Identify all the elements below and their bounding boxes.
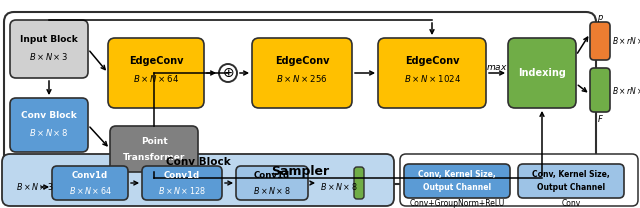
Text: Conv Block: Conv Block: [166, 157, 230, 167]
Text: $B\times N\times 3$: $B\times N\times 3$: [16, 182, 54, 192]
FancyBboxPatch shape: [52, 166, 128, 200]
Text: Conv1d: Conv1d: [254, 172, 290, 181]
FancyBboxPatch shape: [10, 98, 88, 152]
FancyBboxPatch shape: [10, 20, 88, 78]
FancyBboxPatch shape: [518, 164, 624, 198]
FancyBboxPatch shape: [252, 38, 352, 108]
Text: Conv+GroupNorm+ReLU: Conv+GroupNorm+ReLU: [410, 198, 504, 208]
FancyBboxPatch shape: [404, 164, 510, 198]
FancyBboxPatch shape: [354, 167, 364, 199]
Text: $B\times N\times 8$: $B\times N\times 8$: [320, 182, 358, 192]
Text: $B\times N\times 64$: $B\times N\times 64$: [68, 184, 111, 196]
FancyBboxPatch shape: [400, 154, 638, 206]
Text: $F$: $F$: [596, 113, 604, 124]
Text: EdgeConv: EdgeConv: [404, 56, 460, 66]
FancyBboxPatch shape: [590, 68, 610, 112]
FancyBboxPatch shape: [590, 22, 610, 60]
Text: Indexing: Indexing: [518, 68, 566, 78]
Text: Input Block: Input Block: [20, 36, 78, 45]
FancyBboxPatch shape: [142, 166, 222, 200]
Text: Conv1d: Conv1d: [72, 172, 108, 181]
Text: $B\times N\times 3$: $B\times N\times 3$: [29, 51, 68, 62]
Text: $B\times rN\times 8$: $B\times rN\times 8$: [612, 84, 640, 95]
FancyBboxPatch shape: [108, 38, 204, 108]
Text: $B\times N\times 64$: $B\times N\times 64$: [133, 73, 179, 83]
FancyBboxPatch shape: [4, 12, 596, 184]
Text: $B\times N\times 1024$: $B\times N\times 1024$: [403, 73, 461, 83]
Text: EdgeConv: EdgeConv: [275, 56, 329, 66]
Text: $B\times N\times 8$: $B\times N\times 8$: [29, 126, 68, 137]
Text: Conv: Conv: [561, 198, 580, 208]
Text: $max$: $max$: [486, 63, 508, 73]
Text: Conv, Kernel Size,: Conv, Kernel Size,: [418, 170, 496, 178]
Text: Point: Point: [141, 136, 168, 146]
Text: Transformer: Transformer: [123, 152, 185, 161]
Text: EdgeConv: EdgeConv: [129, 56, 183, 66]
Text: $\oplus$: $\oplus$: [222, 66, 234, 79]
Text: Conv, Kernel Size,: Conv, Kernel Size,: [532, 170, 610, 178]
Text: Output Channel: Output Channel: [537, 183, 605, 192]
FancyBboxPatch shape: [236, 166, 308, 200]
FancyBboxPatch shape: [378, 38, 486, 108]
Text: $p$: $p$: [596, 12, 604, 24]
Text: Sampler: Sampler: [271, 166, 329, 178]
Text: $B\times N\times 8$: $B\times N\times 8$: [253, 184, 291, 196]
FancyBboxPatch shape: [110, 126, 198, 172]
Text: Output Channel: Output Channel: [423, 183, 491, 192]
FancyBboxPatch shape: [508, 38, 576, 108]
Text: $B\times N\times 128$: $B\times N\times 128$: [158, 184, 206, 196]
Text: Conv1d: Conv1d: [164, 172, 200, 181]
FancyBboxPatch shape: [2, 154, 394, 206]
Text: Conv Block: Conv Block: [21, 111, 77, 120]
Text: $B\times rN\times 3$: $B\times rN\times 3$: [612, 36, 640, 47]
Text: $B\times N\times 256$: $B\times N\times 256$: [276, 73, 328, 83]
